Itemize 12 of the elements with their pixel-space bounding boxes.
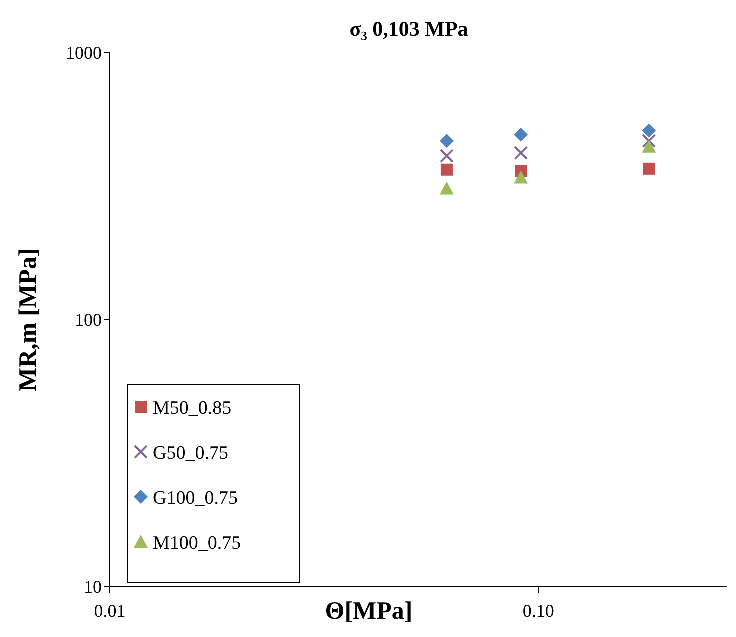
y-axis-title: MR,m [MPa] bbox=[15, 248, 42, 392]
y-tick-label: 100 bbox=[75, 310, 102, 330]
x-tick-label: 0.10 bbox=[522, 601, 554, 621]
legend-label: M100_0.75 bbox=[153, 533, 242, 554]
y-tick-label: 10 bbox=[84, 577, 102, 597]
legend-label: G100_0.75 bbox=[153, 488, 238, 509]
chart-title: σ₃ 0,103 MPa bbox=[350, 17, 469, 41]
x-axis-title: Θ[MPa] bbox=[325, 598, 413, 625]
legend-label: M50_0.85 bbox=[153, 398, 232, 419]
y-tick-label: 1000 bbox=[66, 43, 102, 63]
x-tick-label: 0.01 bbox=[94, 601, 126, 621]
legend-label: G50_0.75 bbox=[153, 443, 228, 464]
